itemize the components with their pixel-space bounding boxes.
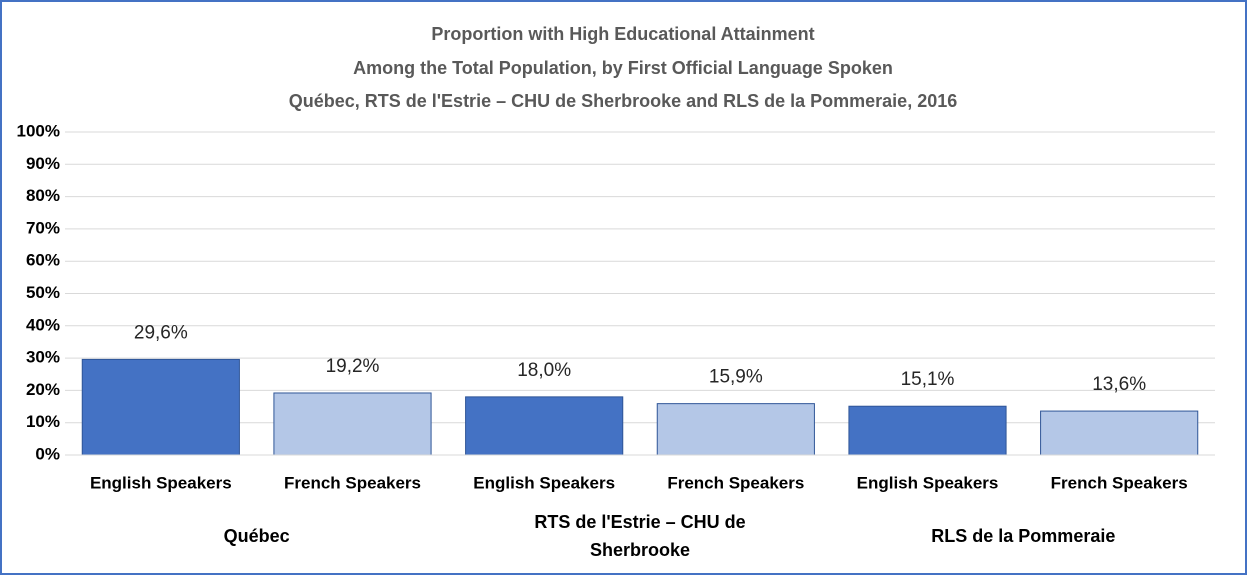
group-label: RTS de l'Estrie – CHU de Sherbrooke <box>534 512 746 560</box>
x-tick-label: English Speakers <box>857 473 999 492</box>
bar <box>1040 410 1199 456</box>
y-tick-label: 70% <box>26 218 60 237</box>
bar <box>848 405 1007 456</box>
y-tick-label: 90% <box>26 154 60 173</box>
bar <box>465 396 624 456</box>
x-tick-label: English Speakers <box>90 473 232 492</box>
x-tick-label: French Speakers <box>1051 473 1188 492</box>
group-label: RLS de la Pommeraie <box>931 526 1116 546</box>
chart-title: Proportion with High Educational Attainm… <box>431 24 814 44</box>
y-tick-label: 60% <box>26 251 60 270</box>
x-tick-label: French Speakers <box>284 473 421 492</box>
bar <box>656 403 815 456</box>
y-tick-label: 30% <box>26 348 60 367</box>
bar <box>273 392 432 456</box>
y-tick-label: 10% <box>26 412 60 431</box>
y-tick-label: 100% <box>17 121 60 140</box>
bar <box>81 358 240 456</box>
chart-title: Among the Total Population, by First Off… <box>353 58 893 78</box>
x-tick-label: English Speakers <box>473 473 615 492</box>
x-tick-label: French Speakers <box>667 473 804 492</box>
y-tick-label: 50% <box>26 283 60 302</box>
y-tick-label: 20% <box>26 380 60 399</box>
y-tick-label: 80% <box>26 186 60 205</box>
data-label: 13,6% <box>1092 374 1146 395</box>
data-label: 18,0% <box>517 360 571 381</box>
data-label: 15,9% <box>709 367 763 388</box>
data-label: 29,6% <box>134 322 188 343</box>
group-label: Québec <box>223 526 290 546</box>
data-label: 15,1% <box>901 369 955 390</box>
y-tick-label: 40% <box>26 315 60 334</box>
chart-title: Québec, RTS de l'Estrie – CHU de Sherbro… <box>289 91 958 111</box>
y-tick-label: 0% <box>35 444 60 463</box>
data-label: 19,2% <box>326 356 380 377</box>
